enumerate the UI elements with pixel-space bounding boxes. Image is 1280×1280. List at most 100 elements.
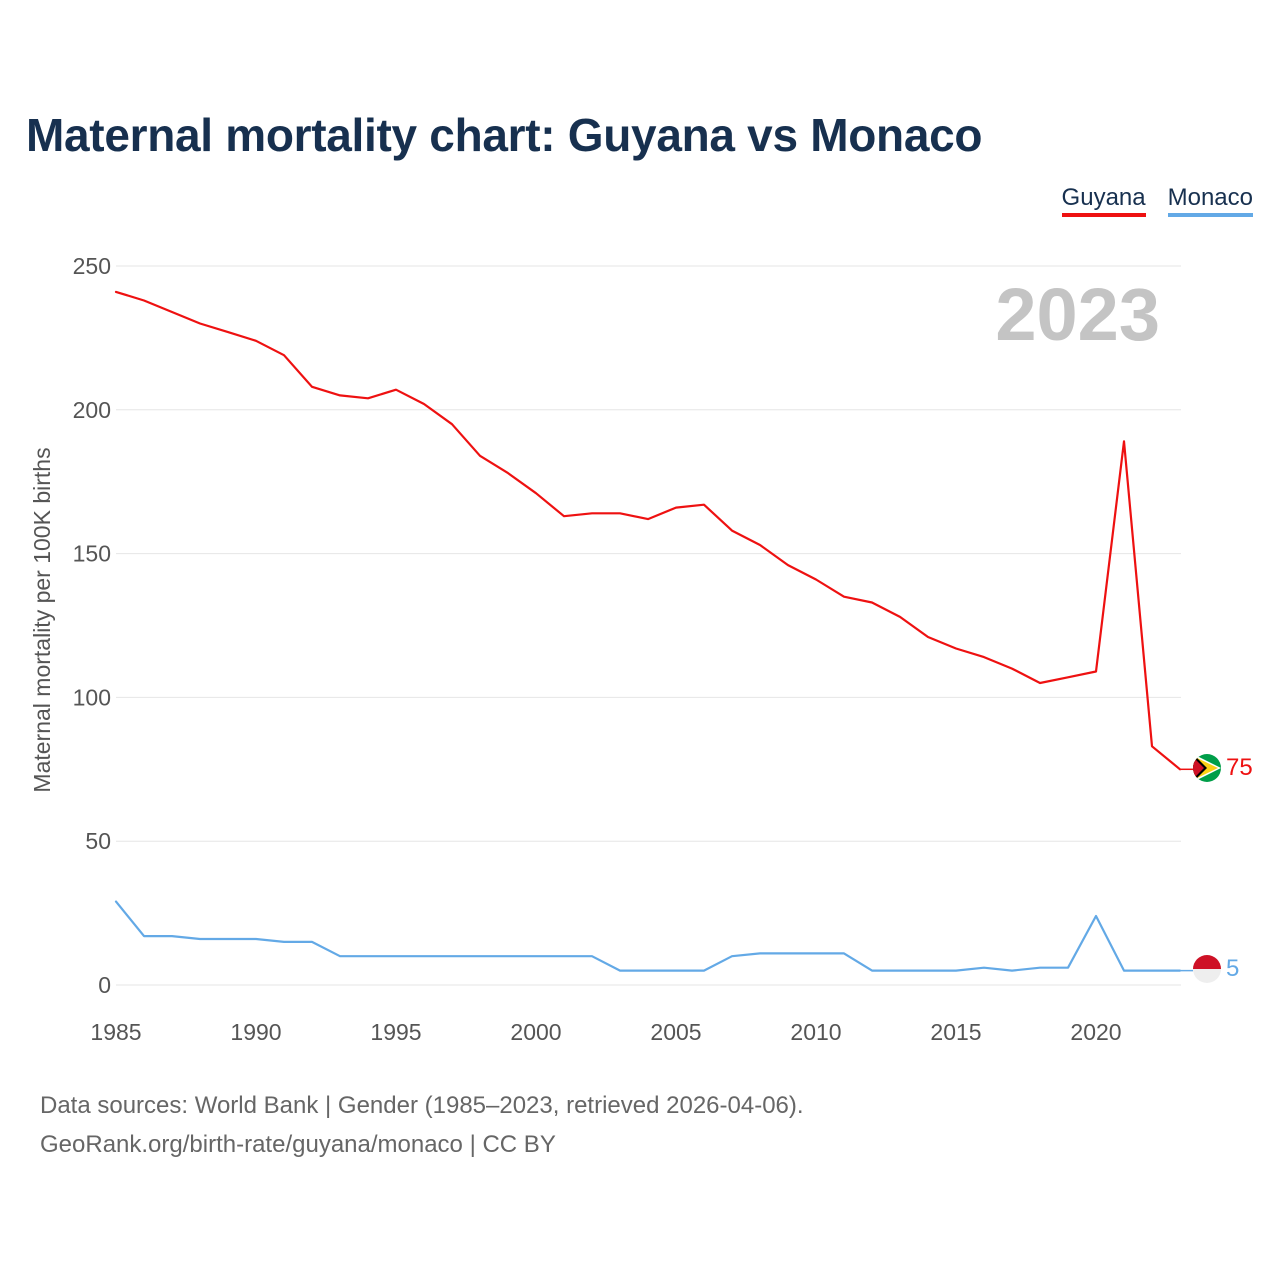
data-point-monaco[interactable]: [617, 968, 623, 974]
legend-item-guyana[interactable]: Guyana: [1061, 184, 1146, 217]
data-point-guyana[interactable]: [309, 384, 315, 390]
data-point-monaco[interactable]: [225, 936, 231, 942]
monaco-flag-icon: [1193, 955, 1221, 983]
data-point-guyana[interactable]: [533, 490, 539, 496]
data-point-guyana[interactable]: [841, 594, 847, 600]
data-point-monaco[interactable]: [561, 953, 567, 959]
data-point-guyana[interactable]: [617, 510, 623, 516]
data-point-monaco[interactable]: [365, 953, 371, 959]
x-tick-label: 2010: [790, 1019, 841, 1045]
data-point-guyana[interactable]: [337, 392, 343, 398]
data-point-guyana[interactable]: [365, 395, 371, 401]
data-point-monaco[interactable]: [1037, 965, 1043, 971]
data-point-monaco[interactable]: [813, 950, 819, 956]
data-point-guyana[interactable]: [421, 401, 427, 407]
data-point-monaco[interactable]: [393, 953, 399, 959]
data-point-guyana[interactable]: [477, 453, 483, 459]
data-point-guyana[interactable]: [729, 528, 735, 534]
data-point-guyana[interactable]: [953, 646, 959, 652]
y-tick-label: 100: [73, 684, 111, 710]
x-tick-label: 1995: [370, 1019, 421, 1045]
data-point-monaco[interactable]: [589, 953, 595, 959]
data-point-monaco[interactable]: [113, 899, 119, 905]
data-point-guyana[interactable]: [813, 576, 819, 582]
data-point-monaco[interactable]: [309, 939, 315, 945]
data-point-monaco[interactable]: [197, 936, 203, 942]
data-point-guyana[interactable]: [169, 309, 175, 315]
data-point-guyana[interactable]: [757, 542, 763, 548]
data-point-guyana[interactable]: [589, 510, 595, 516]
data-point-guyana[interactable]: [1009, 666, 1015, 672]
data-point-guyana[interactable]: [197, 321, 203, 327]
y-tick-label: 0: [98, 972, 111, 998]
end-label-monaco: 5: [1226, 955, 1239, 982]
data-point-monaco[interactable]: [253, 936, 259, 942]
data-point-monaco[interactable]: [141, 933, 147, 939]
data-point-guyana[interactable]: [141, 298, 147, 304]
data-point-monaco[interactable]: [925, 968, 931, 974]
data-point-monaco[interactable]: [897, 968, 903, 974]
data-point-guyana[interactable]: [1149, 743, 1155, 749]
data-point-guyana[interactable]: [925, 634, 931, 640]
legend: Guyana Monaco: [1061, 184, 1253, 217]
footer: Data sources: World Bank | Gender (1985–…: [40, 1086, 804, 1164]
data-sources: Data sources: World Bank | Gender (1985–…: [40, 1092, 804, 1119]
data-point-monaco[interactable]: [169, 933, 175, 939]
data-point-monaco[interactable]: [757, 950, 763, 956]
y-tick-label: 50: [85, 828, 111, 854]
data-point-monaco[interactable]: [1093, 913, 1099, 919]
data-point-monaco[interactable]: [701, 968, 707, 974]
x-tick-label: 2000: [510, 1019, 561, 1045]
data-point-guyana[interactable]: [785, 562, 791, 568]
data-point-monaco[interactable]: [1177, 968, 1183, 974]
x-tick-label: 2020: [1070, 1019, 1121, 1045]
page-title: Maternal mortality chart: Guyana vs Mona…: [26, 109, 983, 161]
data-point-monaco[interactable]: [421, 953, 427, 959]
data-point-guyana[interactable]: [225, 329, 231, 335]
data-point-monaco[interactable]: [505, 953, 511, 959]
x-tick-label: 1985: [90, 1019, 141, 1045]
data-point-guyana[interactable]: [561, 513, 567, 519]
data-point-monaco[interactable]: [673, 968, 679, 974]
data-point-monaco[interactable]: [1009, 968, 1015, 974]
data-point-monaco[interactable]: [729, 953, 735, 959]
data-point-guyana[interactable]: [393, 387, 399, 393]
data-point-monaco[interactable]: [869, 968, 875, 974]
data-point-monaco[interactable]: [1121, 968, 1127, 974]
data-point-monaco[interactable]: [841, 950, 847, 956]
data-point-monaco[interactable]: [981, 965, 987, 971]
data-point-monaco[interactable]: [449, 953, 455, 959]
series-line-guyana[interactable]: [114, 290, 1182, 771]
data-point-monaco[interactable]: [785, 950, 791, 956]
data-point-guyana[interactable]: [701, 502, 707, 508]
data-point-guyana[interactable]: [505, 470, 511, 476]
data-point-guyana[interactable]: [1093, 669, 1099, 675]
data-point-guyana[interactable]: [113, 289, 119, 295]
x-tick-label: 2015: [930, 1019, 981, 1045]
data-point-monaco[interactable]: [337, 953, 343, 959]
data-point-guyana[interactable]: [1065, 674, 1071, 680]
data-point-guyana[interactable]: [449, 421, 455, 427]
series-line-monaco[interactable]: [114, 900, 1182, 972]
data-point-guyana[interactable]: [897, 614, 903, 620]
data-point-guyana[interactable]: [1121, 438, 1127, 444]
data-point-monaco[interactable]: [533, 953, 539, 959]
data-point-guyana[interactable]: [981, 654, 987, 660]
data-point-guyana[interactable]: [1177, 766, 1183, 772]
data-point-guyana[interactable]: [645, 516, 651, 522]
data-point-guyana[interactable]: [1037, 680, 1043, 686]
y-axis-title: Maternal mortality per 100K births: [29, 447, 55, 792]
legend-item-monaco[interactable]: Monaco: [1167, 184, 1253, 217]
x-tick-label: 1990: [230, 1019, 281, 1045]
data-point-monaco[interactable]: [1065, 965, 1071, 971]
data-point-monaco[interactable]: [477, 953, 483, 959]
data-point-guyana[interactable]: [673, 505, 679, 511]
data-point-guyana[interactable]: [253, 338, 259, 344]
data-point-monaco[interactable]: [1149, 968, 1155, 974]
data-point-monaco[interactable]: [645, 968, 651, 974]
data-point-guyana[interactable]: [869, 599, 875, 605]
y-tick-label: 200: [73, 397, 111, 423]
data-point-guyana[interactable]: [281, 352, 287, 358]
data-point-monaco[interactable]: [953, 968, 959, 974]
data-point-monaco[interactable]: [281, 939, 287, 945]
